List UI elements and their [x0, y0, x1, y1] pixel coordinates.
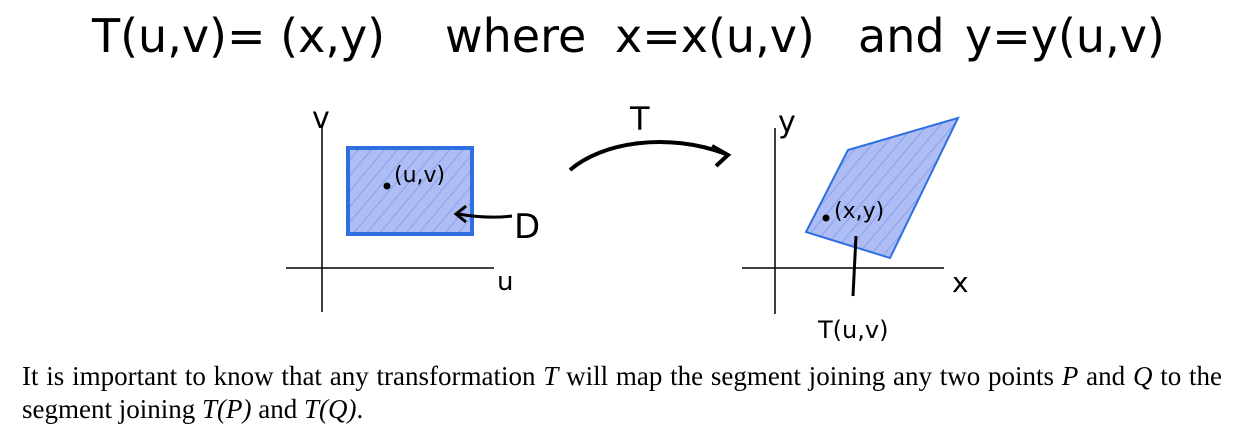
heading-mapping: T(u,v)= (x,y) — [91, 9, 385, 63]
image-region — [804, 116, 960, 260]
xy-graph: y x (x,y) T(u,v) — [742, 105, 969, 344]
arrow-label-t: T — [629, 100, 650, 138]
image-region-pointer — [851, 235, 858, 297]
arrow-curve — [568, 140, 727, 172]
region-d — [346, 146, 474, 236]
region-d-pointer — [457, 212, 513, 219]
transformation-arrow: T — [568, 100, 732, 172]
v-axis-label: v — [312, 101, 330, 136]
point-xy — [822, 214, 830, 222]
region-d-label: D — [514, 207, 540, 247]
arrow-head — [711, 144, 732, 168]
image-region-label: T(u,v) — [817, 316, 888, 344]
heading-y-def: y=y(u,v) — [965, 9, 1165, 63]
point-uv — [383, 182, 391, 190]
x-axis-label: x — [952, 266, 969, 299]
region-d-arrowhead — [453, 204, 467, 224]
point-uv-label: (u,v) — [394, 163, 445, 188]
heading-x-def: x=x(u,v) — [615, 9, 815, 63]
uv-graph: v u (u,v) D — [286, 101, 540, 312]
heading-where: where — [445, 9, 586, 63]
explanation-paragraph: It is important to know that any transfo… — [22, 361, 1223, 424]
point-xy-label: (x,y) — [834, 199, 884, 224]
heading-and: and — [858, 9, 945, 63]
u-axis-label: u — [497, 267, 513, 297]
y-axis-label: y — [778, 105, 796, 140]
